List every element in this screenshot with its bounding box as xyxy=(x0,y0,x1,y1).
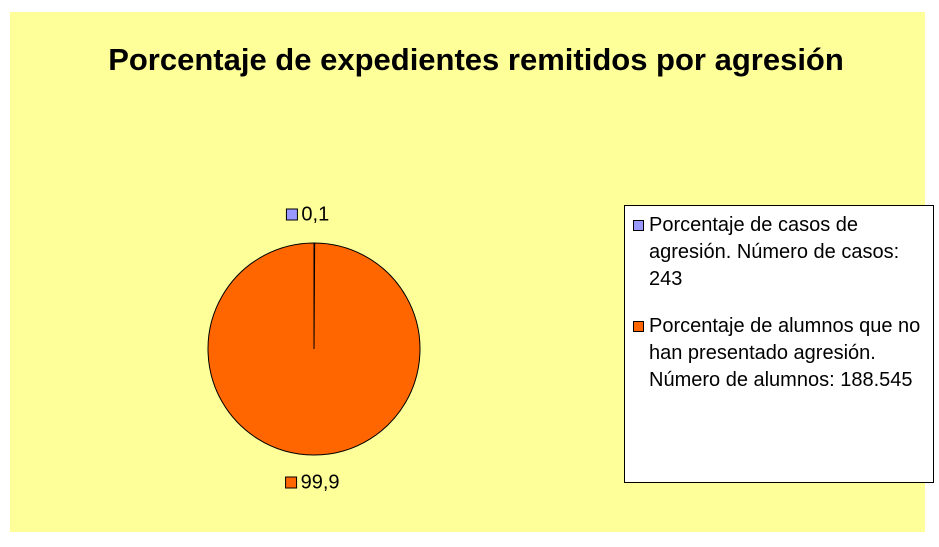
chart-title: Porcentaje de expedientes remitidos por … xyxy=(108,42,844,77)
legend-label: Porcentaje de casos de agresión. Número … xyxy=(649,214,900,290)
label-swatch xyxy=(285,476,298,489)
data-label: 99,9 xyxy=(301,471,340,493)
legend-entry: Porcentaje de alumnos que no han present… xyxy=(633,313,925,394)
label-swatch xyxy=(285,208,298,221)
legend-entry: Porcentaje de casos de agresión. Número … xyxy=(633,212,925,293)
legend-swatch xyxy=(633,321,644,332)
pie-slice xyxy=(207,242,421,456)
legend: Porcentaje de casos de agresión. Número … xyxy=(624,205,934,483)
legend-label: Porcentaje de alumnos que no han present… xyxy=(649,315,921,391)
legend-swatch xyxy=(633,220,644,231)
data-label: 0,1 xyxy=(301,203,329,225)
